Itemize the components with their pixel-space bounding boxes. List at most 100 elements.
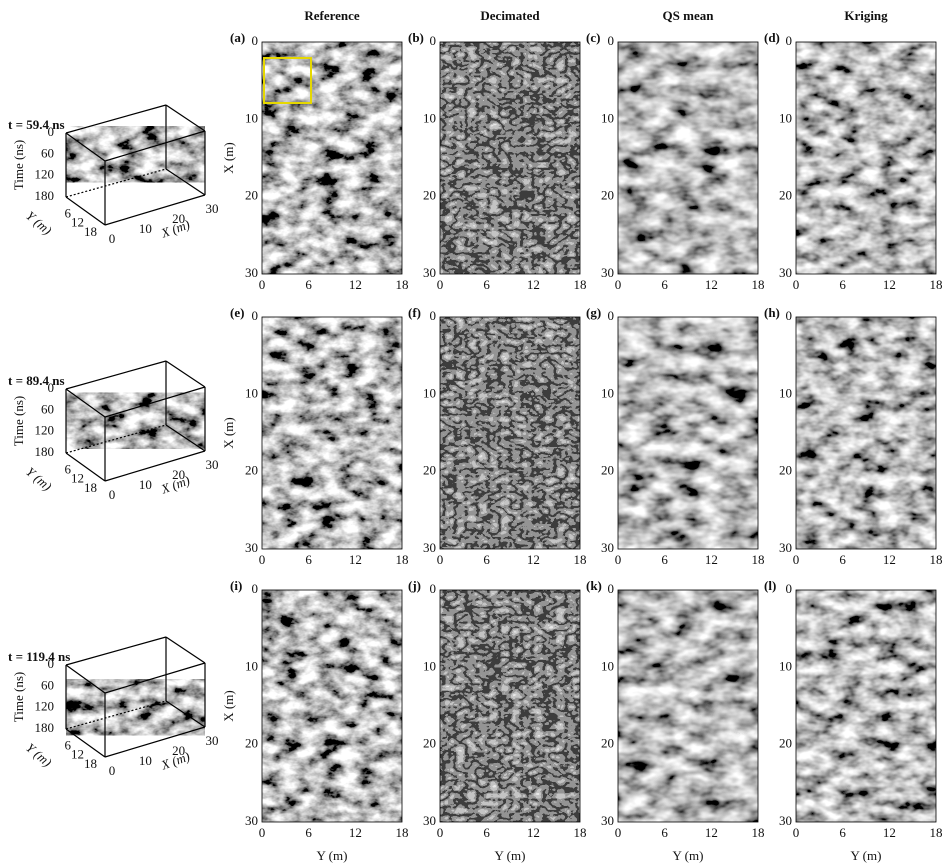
box-edge bbox=[166, 425, 205, 451]
panel-label: (b) bbox=[408, 30, 424, 45]
x-tick-label: 30 bbox=[245, 813, 258, 828]
x-axis-label: X (m) bbox=[158, 749, 192, 773]
gpr-slice-image bbox=[618, 42, 758, 274]
figure: ReferenceDecimatedQS meanKriging(a)01020… bbox=[0, 0, 946, 868]
x-tick-label: 0 bbox=[786, 581, 793, 596]
y-axis-label: Y (m) bbox=[673, 848, 704, 863]
x-tick-label: 10 bbox=[779, 385, 792, 400]
panel-label: (a) bbox=[230, 30, 245, 45]
time-tick-label: 60 bbox=[41, 145, 54, 160]
panel-label: (e) bbox=[230, 305, 244, 320]
y-axis-label: Y (m) bbox=[23, 740, 54, 770]
y-tick-label: 6 bbox=[483, 277, 490, 292]
x-tick-label: 20 bbox=[423, 736, 436, 751]
y-tick-label: 6 bbox=[305, 277, 312, 292]
panel-label: (j) bbox=[408, 578, 421, 593]
y-tick-label: 6 bbox=[839, 277, 846, 292]
gpr-slice-image bbox=[796, 42, 936, 274]
panel-label: (i) bbox=[230, 578, 242, 593]
column-title: Reference bbox=[304, 8, 360, 23]
x-tick-label: 30 bbox=[601, 813, 614, 828]
x-tick-label: 20 bbox=[601, 463, 614, 478]
x-tick-label: 20 bbox=[423, 463, 436, 478]
y-axis-label: Y (m) bbox=[23, 208, 54, 238]
gpr-slice-image bbox=[262, 317, 402, 549]
x-tick-label: 0 bbox=[252, 33, 259, 48]
slice-plane bbox=[66, 393, 205, 449]
y-tick-label: 12 bbox=[705, 277, 718, 292]
x-tick-label: 30 bbox=[779, 540, 792, 555]
x-tick-label: 20 bbox=[601, 188, 614, 203]
y-tick-label: 6 bbox=[483, 552, 490, 567]
y-tick-label: 18 bbox=[574, 552, 587, 567]
y-tick-label: 18 bbox=[930, 277, 943, 292]
x-tick-label: 10 bbox=[423, 658, 436, 673]
y-tick-label: 12 bbox=[71, 471, 84, 486]
x-tick-label: 0 bbox=[109, 487, 116, 502]
box-edge bbox=[66, 361, 166, 389]
column-title: Decimated bbox=[480, 8, 540, 23]
y-tick-label: 18 bbox=[84, 756, 97, 771]
y-tick-label: 18 bbox=[84, 480, 97, 495]
panel-label: (c) bbox=[586, 30, 600, 45]
x-tick-label: 10 bbox=[245, 385, 258, 400]
panel-label: (f) bbox=[408, 305, 421, 320]
time-tick-label: 120 bbox=[35, 699, 55, 714]
y-axis-label: Y (m) bbox=[851, 848, 882, 863]
x-tick-label: 10 bbox=[423, 385, 436, 400]
y-tick-label: 6 bbox=[661, 277, 668, 292]
box-edge bbox=[66, 665, 105, 693]
y-tick-label: 6 bbox=[839, 552, 846, 567]
time-tick-label: 0 bbox=[48, 656, 55, 671]
y-tick-label: 0 bbox=[615, 277, 622, 292]
y-tick-label: 12 bbox=[349, 277, 362, 292]
y-tick-label: 6 bbox=[661, 552, 668, 567]
panel-label: (h) bbox=[764, 305, 780, 320]
x-tick-label: 10 bbox=[601, 110, 614, 125]
slice-plane bbox=[66, 679, 205, 735]
y-tick-label: 12 bbox=[883, 277, 896, 292]
x-tick-label: 20 bbox=[779, 188, 792, 203]
y-tick-label: 18 bbox=[396, 825, 409, 840]
x-tick-label: 10 bbox=[601, 658, 614, 673]
time-tick-label: 0 bbox=[48, 380, 55, 395]
gpr-slice-image bbox=[262, 590, 402, 822]
x-tick-label: 30 bbox=[206, 201, 219, 216]
y-tick-label: 0 bbox=[437, 825, 444, 840]
panel-label: (g) bbox=[586, 305, 601, 320]
time-tick-label: 60 bbox=[41, 677, 54, 692]
x-tick-label: 10 bbox=[139, 753, 152, 768]
x-tick-label: 20 bbox=[423, 188, 436, 203]
time-axis-label: Time (ns) bbox=[11, 396, 26, 446]
y-tick-label: 6 bbox=[839, 825, 846, 840]
y-tick-label: 0 bbox=[259, 552, 266, 567]
x-tick-label: 20 bbox=[779, 736, 792, 751]
box-edge bbox=[66, 637, 166, 665]
x-tick-label: 0 bbox=[252, 308, 259, 323]
gpr-slice-image bbox=[440, 317, 580, 549]
box-edge bbox=[66, 389, 105, 417]
x-tick-label: 10 bbox=[423, 110, 436, 125]
y-tick-label: 6 bbox=[483, 825, 490, 840]
time-tick-label: 180 bbox=[35, 720, 55, 735]
time-tick-label: 180 bbox=[35, 444, 55, 459]
x-tick-label: 30 bbox=[779, 265, 792, 280]
x-tick-label: 10 bbox=[139, 221, 152, 236]
x-tick-label: 0 bbox=[109, 763, 116, 778]
x-tick-label: 30 bbox=[245, 265, 258, 280]
x-tick-label: 0 bbox=[430, 33, 437, 48]
y-tick-label: 0 bbox=[259, 825, 266, 840]
x-tick-label: 0 bbox=[786, 33, 793, 48]
x-axis-label: X (m) bbox=[221, 690, 236, 721]
gpr-slice-image bbox=[440, 42, 580, 274]
y-tick-label: 12 bbox=[349, 825, 362, 840]
x-tick-label: 0 bbox=[430, 308, 437, 323]
y-tick-label: 12 bbox=[71, 747, 84, 762]
panel-label: (l) bbox=[764, 578, 776, 593]
x-tick-label: 30 bbox=[601, 540, 614, 555]
x-tick-label: 30 bbox=[423, 540, 436, 555]
gpr-slice-image bbox=[618, 317, 758, 549]
time-label: t = 119.4 ns bbox=[8, 649, 70, 664]
y-tick-label: 18 bbox=[752, 277, 765, 292]
x-tick-label: 10 bbox=[779, 110, 792, 125]
